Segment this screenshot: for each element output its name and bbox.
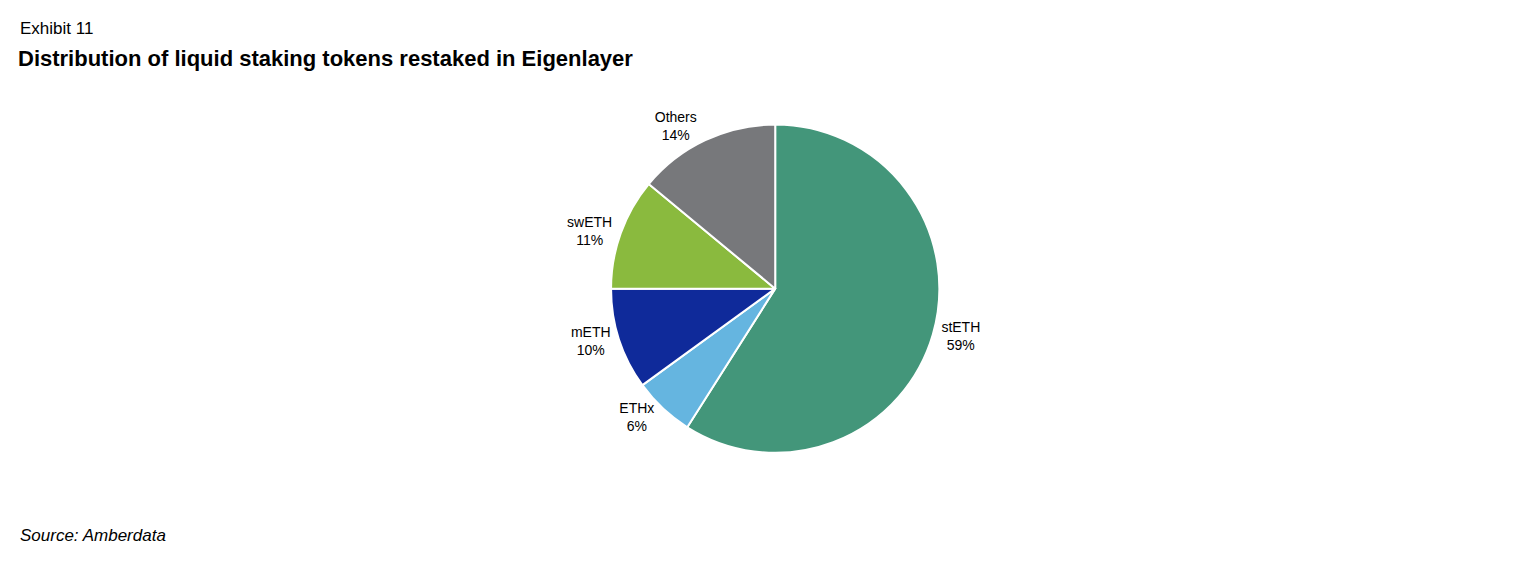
svg-text:stETH59%: stETH59% [941,319,980,353]
svg-text:ETHx6%: ETHx6% [619,400,654,434]
svg-text:swETH11%: swETH11% [567,214,612,248]
svg-text:Exhibit 11: Exhibit 11 [20,19,93,38]
svg-text:mETH10%: mETH10% [571,324,611,358]
svg-text:Distribution of liquid staking: Distribution of liquid staking tokens re… [18,46,633,71]
svg-text:Source: Amberdata: Source: Amberdata [20,526,166,545]
svg-text:Others14%: Others14% [655,109,697,143]
